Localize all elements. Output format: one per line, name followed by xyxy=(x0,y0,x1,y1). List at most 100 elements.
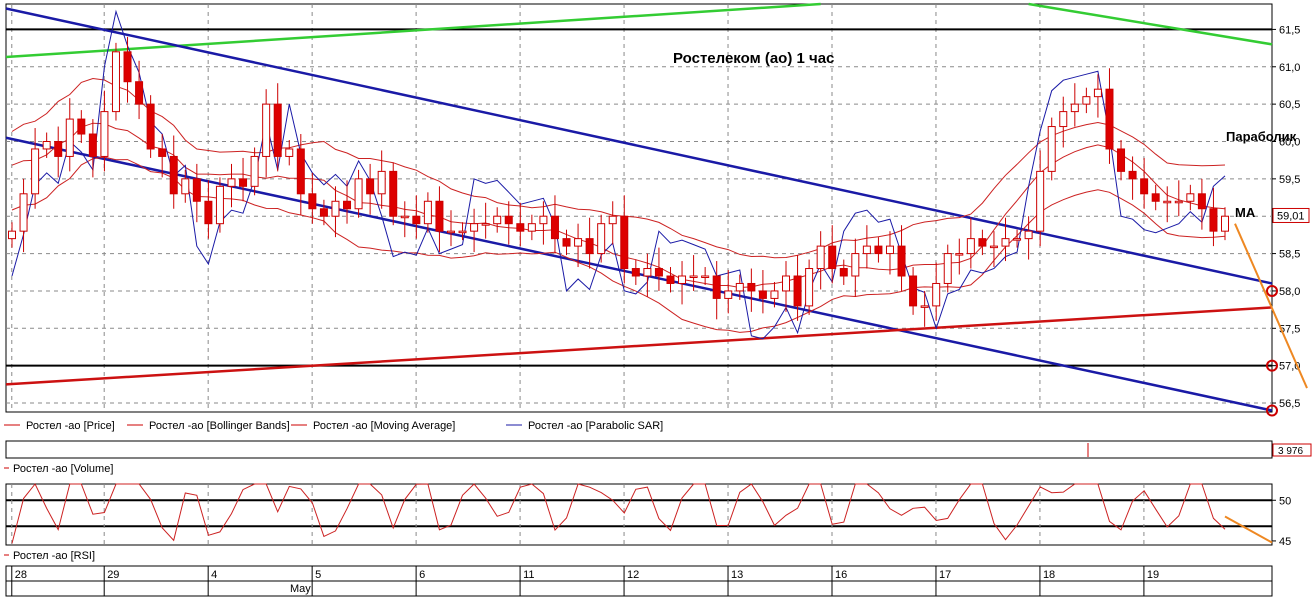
price-tick-label: 61,5 xyxy=(1279,24,1300,36)
rsi-forecast-arrow xyxy=(1224,515,1273,544)
candle-body xyxy=(909,275,918,307)
day-label: 28 xyxy=(15,569,27,581)
candle-body xyxy=(111,51,120,113)
day-label: 6 xyxy=(419,569,425,581)
forecast-arrow xyxy=(1234,223,1308,389)
candle-body xyxy=(1036,170,1045,232)
day-label: 4 xyxy=(211,569,217,581)
candle-body xyxy=(192,178,201,202)
candle-body xyxy=(678,275,687,284)
candle-body xyxy=(562,238,571,247)
month-label: May xyxy=(290,583,311,595)
candle-body xyxy=(608,215,617,225)
candle-body xyxy=(1140,178,1149,195)
candle-body xyxy=(42,140,51,150)
rsi-tick-label: 45 xyxy=(1279,536,1291,548)
candle-body xyxy=(631,268,640,277)
candle-body xyxy=(689,275,698,278)
candle-body xyxy=(65,118,74,157)
candle-body xyxy=(250,155,259,187)
day-label: 11 xyxy=(523,569,534,581)
candle-body xyxy=(1186,193,1195,202)
candle-body xyxy=(458,230,467,234)
candle-body xyxy=(435,200,444,232)
candle-body xyxy=(504,215,513,225)
legend: Ростел -ао [Price] Ростел -ао [Bollinger … xyxy=(4,420,663,432)
candle-body xyxy=(262,103,271,157)
candle-body xyxy=(493,215,502,225)
candle-body xyxy=(319,208,328,217)
candle-body xyxy=(1163,200,1172,204)
price-tick-label: 59,5 xyxy=(1279,174,1300,186)
last-price-label: 59,01 xyxy=(1277,210,1305,222)
candle-body xyxy=(123,51,132,83)
parabolic-sar xyxy=(11,9,1226,340)
price-candles xyxy=(8,36,1229,327)
candle-body xyxy=(966,238,975,255)
channel-upper-line xyxy=(5,7,1273,285)
candle-body xyxy=(920,305,929,308)
candle-body xyxy=(1082,96,1091,105)
candle-body xyxy=(331,200,340,217)
candle-body xyxy=(782,275,791,292)
candle-body xyxy=(204,200,213,225)
volume-last-value-box xyxy=(1272,443,1312,457)
candle-body xyxy=(816,245,825,270)
candle-body xyxy=(1001,238,1010,247)
green-trendline-left xyxy=(5,2,821,59)
level-markers xyxy=(1234,223,1308,417)
candle-body xyxy=(955,253,964,256)
legend-entry: Ростел -ао [Bollinger Bands] xyxy=(149,420,290,432)
candle-body xyxy=(1093,88,1102,98)
candle-body xyxy=(19,193,28,232)
candle-body xyxy=(227,178,236,187)
candle-body xyxy=(100,111,109,157)
candle-body xyxy=(758,290,767,299)
candle-body xyxy=(1221,215,1229,232)
candle-body xyxy=(1128,170,1137,180)
candle-body xyxy=(643,268,652,277)
candle-body xyxy=(181,178,190,195)
candle-body xyxy=(285,148,294,157)
candle-body xyxy=(273,103,282,157)
candle-body xyxy=(446,230,455,234)
moving-average xyxy=(11,122,1226,289)
candle-body xyxy=(851,253,860,277)
candle-body xyxy=(1105,88,1114,150)
candle-body xyxy=(701,275,710,278)
candle-body xyxy=(943,253,952,284)
volume-panel: 3 976 Ростел -ао [Volume] xyxy=(4,440,1312,475)
candle-body xyxy=(585,238,594,255)
rsi-tick-label: 50 xyxy=(1279,495,1291,507)
legend-bar: Ростел -ао [Price] Ростел -ао [Bollinger … xyxy=(4,420,663,432)
price-tick-label: 60,0 xyxy=(1279,136,1300,148)
candle-body xyxy=(8,230,16,240)
candle-body xyxy=(539,215,548,225)
candle-body xyxy=(978,238,987,247)
candle-body xyxy=(828,245,837,270)
candle-body xyxy=(724,290,733,299)
candle-body xyxy=(400,215,409,219)
candle-body xyxy=(1197,193,1206,210)
candle-body xyxy=(1070,103,1079,113)
day-label: 18 xyxy=(1043,569,1055,581)
volume-last-value: 3 976 xyxy=(1278,446,1303,457)
day-label: 29 xyxy=(107,569,119,581)
rsi-axis: 45 50 xyxy=(1272,495,1291,548)
candle-body xyxy=(169,155,178,195)
candle-body xyxy=(839,268,848,277)
day-label: 13 xyxy=(731,569,743,581)
day-label: 12 xyxy=(627,569,639,581)
candle-body xyxy=(574,238,583,247)
candle-body xyxy=(747,282,756,292)
candle-body xyxy=(470,223,479,232)
candle-body xyxy=(343,200,352,210)
candle-body xyxy=(735,282,744,292)
last-price-box xyxy=(1272,207,1310,223)
parabolic-annotation: Параболик xyxy=(1226,129,1297,144)
level-marker xyxy=(1266,284,1278,297)
candle-body xyxy=(354,178,363,210)
candle-body xyxy=(805,268,814,307)
level-marker xyxy=(1266,359,1278,372)
